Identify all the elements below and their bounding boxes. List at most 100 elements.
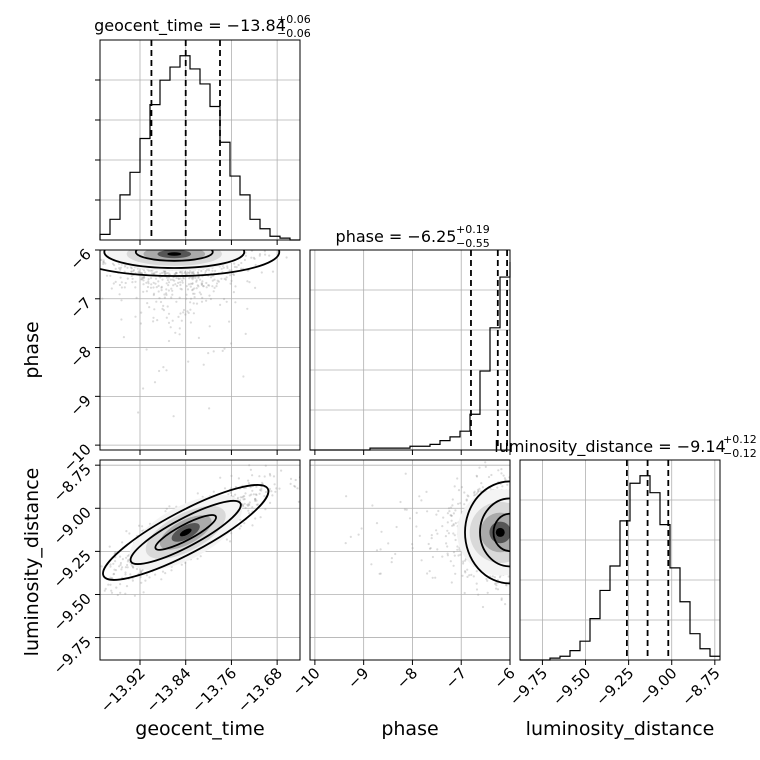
sample-point (152, 316, 155, 319)
sample-point (254, 517, 257, 520)
sample-point (149, 269, 152, 272)
sample-point (167, 321, 171, 324)
sample-point (195, 302, 199, 305)
sample-point (213, 286, 216, 289)
sample-point (485, 577, 488, 581)
contour-outer (464, 480, 510, 585)
title-phase-sub: −0.55 (456, 237, 490, 250)
sample-point (446, 545, 449, 548)
sample-point (189, 321, 192, 324)
sample-point (206, 268, 209, 271)
title-luminosity-distance-sup: +0.12 (723, 433, 757, 446)
sample-point (274, 490, 277, 493)
sample-point (184, 313, 187, 316)
sample-point (486, 579, 489, 582)
sample-point (179, 283, 182, 287)
panel-luminosity-distance-histogram (519, 459, 721, 661)
sample-point (137, 411, 140, 414)
sample-point (162, 304, 165, 307)
x-tick-label-geocent_time: −13.92 (97, 664, 149, 716)
sample-point (425, 490, 428, 493)
sample-point (127, 558, 130, 562)
sample-point (187, 311, 190, 314)
sample-point (457, 502, 460, 505)
sample-point (297, 500, 300, 503)
sample-point (196, 557, 199, 560)
sample-point (454, 522, 457, 525)
sample-point (114, 560, 117, 563)
sample-point (263, 495, 266, 498)
sample-point (248, 494, 251, 497)
x-tick-label-phase: −7 (442, 664, 470, 692)
sample-point (379, 548, 382, 551)
sample-point (163, 272, 166, 275)
sample-point (120, 299, 123, 302)
sample-point (222, 266, 225, 269)
sample-point (271, 270, 275, 273)
sample-point (446, 521, 449, 524)
x-tick-label-luminosity_distance: −9.25 (592, 664, 637, 709)
sample-point (463, 570, 467, 573)
sample-point (112, 282, 115, 285)
sample-point (109, 563, 112, 566)
sample-point (475, 492, 478, 495)
sample-point (134, 315, 137, 318)
sample-point (230, 487, 233, 490)
sample-point (167, 312, 171, 315)
sample-point (167, 276, 170, 279)
sample-point (146, 302, 149, 305)
sample-point (434, 576, 437, 579)
sample-point (196, 284, 199, 287)
sample-point (303, 476, 305, 478)
sample-point (448, 510, 451, 513)
sample-point (219, 303, 222, 306)
sample-point (150, 272, 154, 275)
sample-point (186, 271, 189, 274)
x-tick-label-luminosity_distance: −8.75 (678, 664, 723, 709)
sample-point (501, 485, 504, 488)
sample-point (201, 282, 204, 286)
sample-point (192, 312, 195, 315)
sample-point (357, 533, 360, 536)
sample-point (93, 260, 95, 262)
sample-point (124, 571, 127, 574)
sample-point (159, 300, 163, 304)
sample-point (145, 574, 148, 577)
sample-point (154, 573, 157, 576)
density-level-4 (179, 528, 192, 537)
sample-point (140, 311, 143, 314)
sample-point (102, 261, 105, 264)
sample-point (371, 504, 374, 507)
sample-point (171, 293, 174, 296)
sample-point (86, 289, 88, 291)
title-luminosity-distance: luminosity_distance = −9.14 (494, 437, 725, 457)
sample-point (264, 508, 267, 511)
sample-point (89, 584, 91, 586)
y-tick-label-luminosity_distance: −9.00 (50, 503, 95, 548)
sample-point (204, 270, 207, 273)
sample-point (447, 507, 451, 510)
sample-point (165, 507, 168, 510)
sample-point (142, 591, 145, 594)
sample-point (252, 493, 255, 496)
sample-point (426, 510, 429, 513)
sample-point (451, 524, 454, 527)
sample-point (114, 267, 117, 270)
sample-point (119, 561, 122, 565)
sample-point (243, 498, 246, 501)
sample-point (454, 509, 457, 512)
contour-middle (129, 499, 242, 565)
sample-point (234, 301, 237, 304)
sample-point (187, 360, 190, 363)
sample-point (296, 487, 299, 490)
title-geocent-time-main: geocent_time = −13.84 (94, 16, 286, 36)
sample-point (239, 518, 242, 521)
sample-point (170, 287, 173, 290)
sample-point (154, 282, 157, 285)
sample-point (181, 272, 184, 275)
sample-point (258, 475, 261, 478)
sample-point (147, 282, 150, 285)
sample-point (505, 584, 508, 587)
sample-point (181, 279, 184, 282)
sample-point (243, 495, 246, 498)
